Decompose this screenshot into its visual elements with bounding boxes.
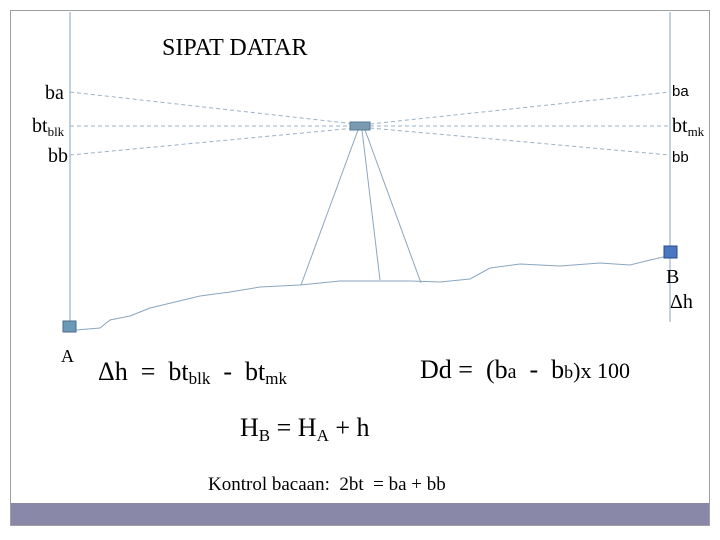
formula-dh-sub1: blk — [189, 369, 211, 388]
formula-dh-sub2: mk — [265, 369, 287, 388]
formula-hb: HB = HA + h — [240, 413, 370, 445]
point-b-dh: Δh — [670, 291, 693, 313]
right-bb: bb — [672, 149, 689, 166]
left-bt-main: bt — [32, 115, 48, 137]
point-a: A — [61, 346, 74, 366]
ground — [75, 255, 669, 331]
sight-lines — [69, 91, 671, 156]
right-bt-main: bt — [672, 115, 688, 137]
formula-hb-rhs: + h — [329, 413, 370, 442]
formula-hb-h: H — [240, 413, 259, 442]
instrument — [349, 121, 371, 131]
formula-dh-mid: - bt — [210, 357, 266, 386]
formula-dh-lhs: Δh = bt — [98, 357, 189, 386]
formula-dd-rhs: )x 100 — [573, 358, 630, 383]
formula-dd-lhs: Dd = (b — [420, 355, 508, 384]
title: SIPAT DATAR — [162, 35, 307, 61]
footer-bar — [11, 503, 709, 525]
formula-hb-sub2: A — [317, 426, 330, 445]
right-bt: btmk — [672, 115, 705, 139]
formula-dd-sub2: b — [564, 362, 573, 382]
formula-dd-mid: - b — [517, 355, 565, 384]
left-bt-sub: blk — [48, 124, 65, 139]
left-bt: btblk — [32, 115, 65, 139]
point-a-marker — [62, 320, 77, 333]
tripod — [300, 129, 422, 286]
right-bt-sub: mk — [688, 124, 705, 139]
formula-dh: Δh = btblk - btmk — [98, 357, 287, 388]
point-b: B — [666, 266, 679, 288]
formula-hb-mid: = H — [270, 413, 317, 442]
formula-hb-sub1: B — [259, 426, 270, 445]
slide-frame — [10, 10, 710, 526]
point-b-marker — [663, 245, 678, 259]
left-ba: ba — [45, 82, 64, 104]
kontrol: Kontrol bacaan: 2bt = ba + bb — [208, 474, 446, 495]
formula-dd-sub1: a — [508, 361, 517, 383]
formula-dd: Dd = (ba - bb)x 100 — [420, 355, 630, 384]
right-ba: ba — [672, 83, 689, 100]
left-bb: bb — [48, 145, 68, 167]
